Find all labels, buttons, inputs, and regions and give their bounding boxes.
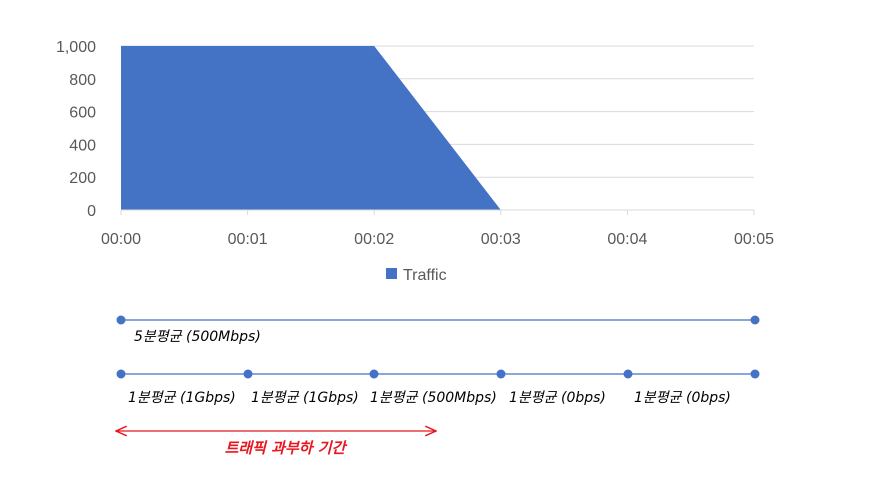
one-min-label-3: 1분평균 (500Mbps) [370, 390, 497, 406]
one-min-point [369, 369, 379, 379]
y-tick-label: 400 [69, 137, 96, 154]
one-min-point [243, 369, 253, 379]
legend-swatch-traffic [386, 268, 397, 279]
x-tick-label: 00:04 [607, 231, 647, 248]
five-min-end-point [750, 315, 760, 325]
y-tick-label: 200 [69, 170, 96, 187]
x-tick-label: 00:03 [481, 231, 521, 248]
x-tick-label: 00:02 [354, 231, 394, 248]
x-tick-labels: 00:00 00:01 00:02 00:03 00:04 00:05 [101, 231, 774, 248]
x-tick-label: 00:05 [734, 231, 774, 248]
y-tick-labels: 0 200 400 600 800 1,000 [56, 39, 96, 220]
one-min-point [116, 369, 126, 379]
overload-period: 트래픽 과부하 기간 [116, 431, 436, 457]
x-tick-label: 00:01 [228, 231, 268, 248]
one-min-label-4: 1분평균 (0bps) [509, 390, 606, 406]
five-min-start-point [116, 315, 126, 325]
one-min-label-2: 1분평균 (1Gbps) [251, 390, 359, 406]
one-min-timeline: 1분평균 (1Gbps) 1분평균 (1Gbps) 1분평균 (500Mbps)… [116, 369, 760, 406]
area-series [121, 46, 754, 210]
one-min-label-1: 1분평균 (1Gbps) [128, 390, 236, 406]
overload-label: 트래픽 과부하 기간 [225, 439, 348, 457]
y-tick-label: 600 [69, 105, 96, 122]
x-tick-label: 00:00 [101, 231, 141, 248]
one-min-point [750, 369, 760, 379]
one-min-point [623, 369, 633, 379]
legend: Traffic [386, 267, 447, 284]
five-min-label: 5분평균 (500Mbps) [134, 329, 261, 345]
x-axis [120, 209, 755, 215]
five-min-timeline: 5분평균 (500Mbps) [116, 315, 760, 345]
y-tick-label: 800 [69, 72, 96, 89]
y-tick-label: 0 [87, 203, 96, 220]
one-min-label-5: 1분평균 (0bps) [634, 390, 731, 406]
legend-label-traffic: Traffic [403, 267, 447, 284]
one-min-point [496, 369, 506, 379]
y-tick-label: 1,000 [56, 39, 96, 56]
area-traffic [121, 46, 754, 210]
